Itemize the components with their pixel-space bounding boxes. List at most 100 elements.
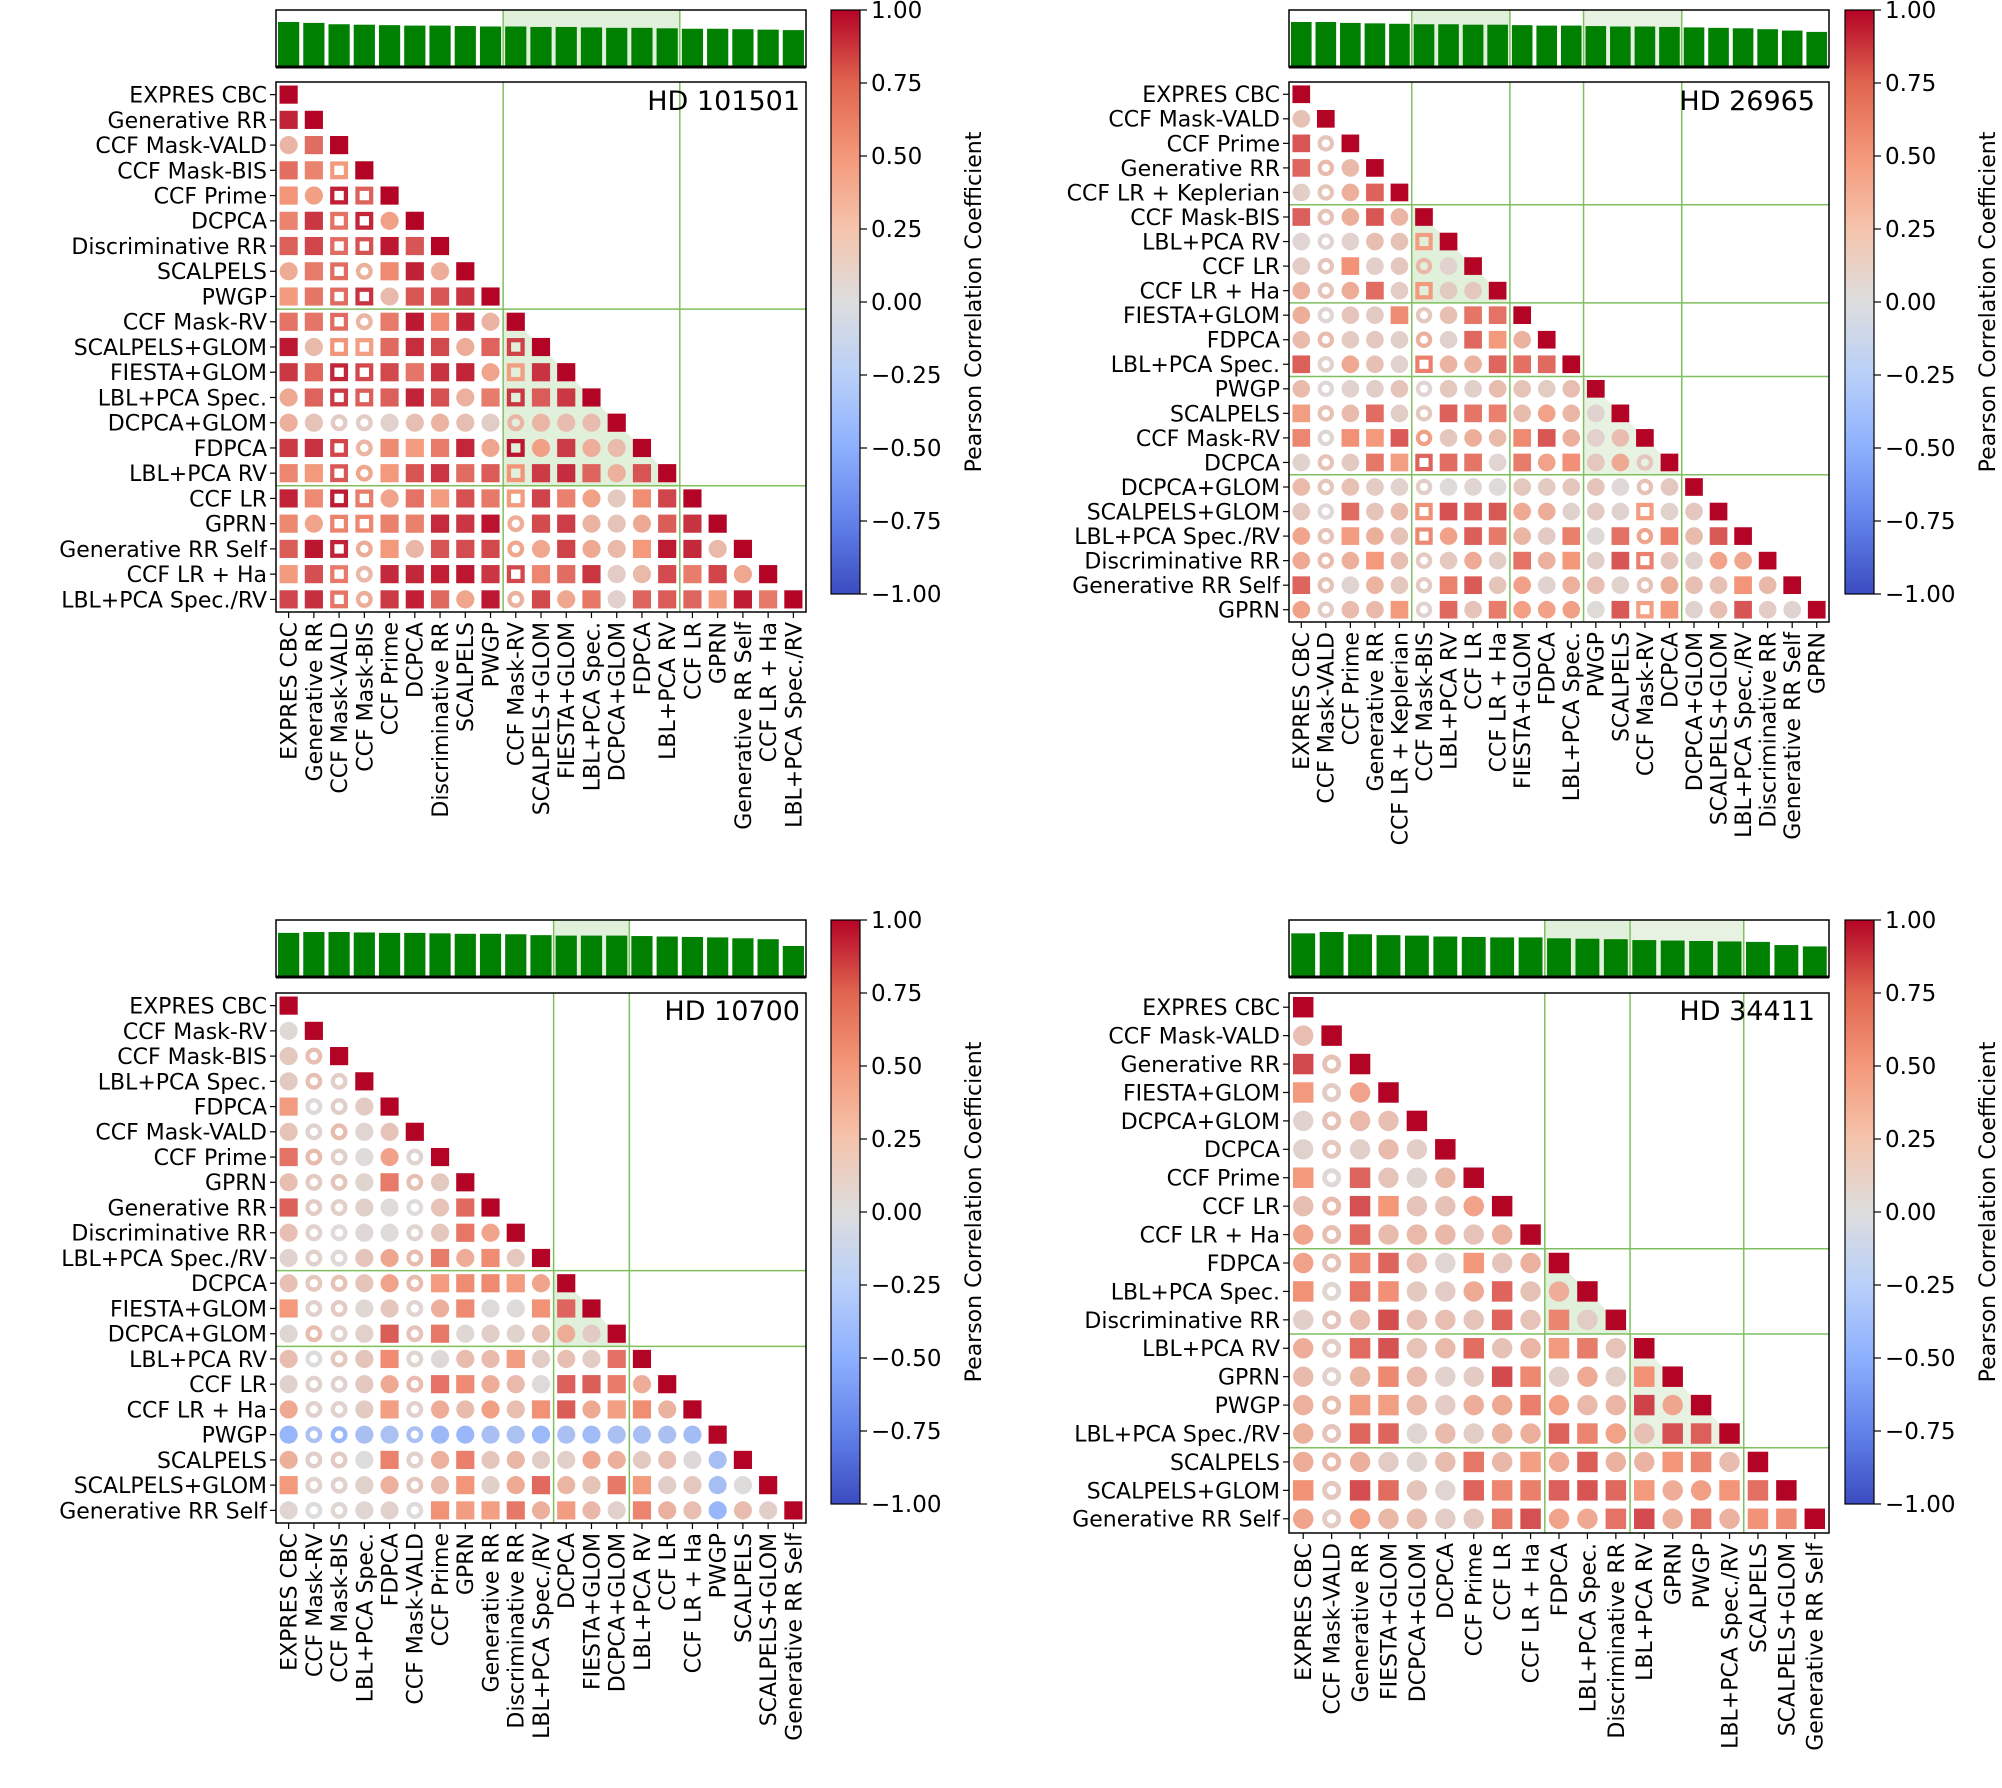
row-label: CCF Mask-BIS [1130, 206, 1280, 231]
cell-mark [1464, 379, 1482, 398]
cell-mark [1611, 429, 1630, 447]
cell-mark [1406, 1252, 1428, 1274]
cell-mark [305, 1375, 323, 1393]
cell-mark [1537, 453, 1556, 472]
cell-diagonal [1758, 551, 1777, 570]
cell-mark [1577, 1309, 1598, 1331]
row-label: LBL+PCA Spec./RV [1074, 525, 1280, 550]
bar-mark [757, 29, 779, 67]
cell-mark [305, 1451, 323, 1469]
cell-mark [1491, 1508, 1513, 1530]
cell-mark [380, 413, 399, 432]
cell-mark [506, 489, 525, 508]
cell-mark [380, 211, 399, 230]
cell-mark [456, 388, 475, 407]
cell-mark [405, 413, 424, 432]
cell-mark [1513, 576, 1532, 595]
cell-mark [1317, 503, 1335, 520]
cell-mark [1463, 1366, 1484, 1387]
cell-mark [506, 1349, 525, 1369]
cell-mark [1734, 600, 1752, 619]
cell-mark [1366, 600, 1384, 619]
cell-mark [1562, 429, 1581, 447]
bar-mark [1462, 24, 1484, 67]
cell-mark [1513, 502, 1532, 521]
cell-mark [1292, 478, 1311, 496]
col-label: LBL+PCA RV [1633, 1543, 1658, 1681]
cell-mark [1322, 1225, 1342, 1245]
cell-mark [330, 1148, 348, 1166]
cell-mark [430, 1173, 450, 1192]
cell-mark [531, 464, 551, 483]
cell-mark [1366, 576, 1384, 595]
cell-mark [658, 1425, 677, 1444]
cell-mark [406, 1224, 424, 1242]
cell-mark [1415, 281, 1433, 300]
col-label: DCPCA+GLOM [606, 1533, 631, 1692]
cell-diagonal [1378, 1082, 1399, 1103]
cell-mark [1406, 1309, 1428, 1331]
row-label: Generative RR Self [1072, 1508, 1281, 1533]
cell-mark [1349, 1423, 1371, 1444]
cell-mark [481, 337, 500, 357]
cell-mark [658, 565, 677, 584]
cell-mark [304, 464, 323, 483]
cell-mark [481, 1324, 500, 1343]
cell-mark [1349, 1224, 1371, 1245]
row-label: SCALPELS [157, 260, 267, 285]
cell-diagonal [683, 489, 702, 508]
cell-diagonal [1611, 404, 1630, 423]
bar-mark [404, 932, 426, 977]
cell-mark [506, 464, 525, 483]
cell-mark [1513, 600, 1532, 619]
col-label: LBL+PCA RV [631, 1533, 656, 1671]
cell-mark [430, 514, 450, 533]
cell-mark [481, 1375, 500, 1394]
cell-mark [1415, 502, 1433, 521]
cell-mark [1513, 551, 1532, 570]
cell-mark [1488, 600, 1507, 619]
cell-mark [355, 540, 373, 558]
cell-mark [1317, 208, 1335, 226]
row-label: FDPCA [1207, 1252, 1280, 1277]
cell-mark [531, 1324, 551, 1343]
bar-mark [278, 932, 300, 977]
cell-mark [507, 515, 525, 533]
cell-mark [406, 1199, 424, 1216]
col-label: EXPRES CBC [1292, 1543, 1317, 1681]
cell-mark [1292, 1394, 1314, 1416]
bar-mark [378, 932, 401, 977]
cell-mark [330, 1501, 348, 1519]
row-label: LBL+PCA RV [129, 462, 267, 487]
col-label: CCF Mask-VALD [404, 1533, 429, 1705]
row-label: CCF LR [189, 487, 267, 512]
cell-mark [355, 464, 373, 482]
cell-mark [658, 539, 677, 558]
cell-mark [1390, 453, 1409, 472]
row-label: FDPCA [194, 437, 267, 462]
cell-mark [557, 489, 576, 508]
row-label: FDPCA [1207, 329, 1280, 354]
cell-mark [1513, 404, 1532, 423]
cell-mark [355, 1349, 374, 1369]
cell-mark [1415, 257, 1433, 275]
cell-mark [1488, 306, 1507, 325]
bar-mark [1757, 29, 1778, 67]
cell-mark [481, 1248, 500, 1268]
cell-mark [1406, 1167, 1428, 1188]
col-label: GPRN [707, 622, 732, 684]
cell-mark [1685, 551, 1703, 570]
row-label: Generative RR Self [59, 1499, 268, 1524]
cell-mark [632, 565, 652, 584]
bar-mark [1632, 940, 1657, 977]
cell-mark [1709, 576, 1728, 595]
cell-mark [1435, 1195, 1456, 1217]
cell-mark [506, 1324, 525, 1343]
cell-mark [279, 1223, 298, 1242]
cell-mark [380, 1324, 399, 1343]
cell-mark [406, 1426, 424, 1444]
col-label: CCF Mask-VALD [328, 622, 353, 794]
cell-mark [304, 565, 323, 584]
bar-mark [606, 935, 628, 977]
cell-mark [1406, 1338, 1428, 1359]
